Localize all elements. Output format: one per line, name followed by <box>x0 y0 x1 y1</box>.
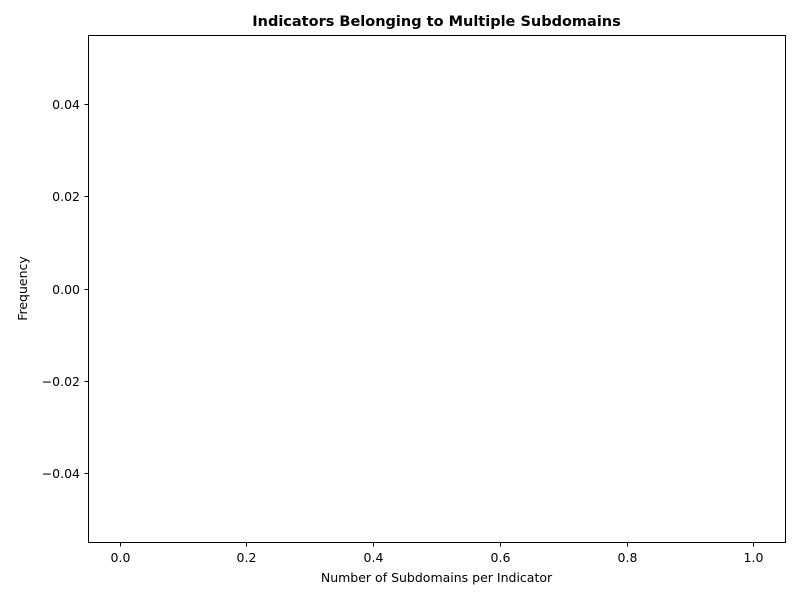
x-tick-label: 1.0 <box>744 550 764 565</box>
x-tick-label: 0.8 <box>618 550 638 565</box>
y-tick-label: 0.00 <box>52 282 80 297</box>
y-axis-label: Frequency <box>15 256 30 321</box>
x-tick-label: 0.0 <box>111 550 131 565</box>
y-tick-label: 0.02 <box>52 189 80 204</box>
y-tick-label: −0.02 <box>42 374 80 389</box>
y-tick-label: 0.04 <box>52 97 80 112</box>
chart-title: Indicators Belonging to Multiple Subdoma… <box>252 14 621 30</box>
x-tick-label: 0.4 <box>364 550 384 565</box>
x-tick-label: 0.6 <box>491 550 511 565</box>
plot-area <box>88 35 786 543</box>
y-axis: −0.04 −0.02 0.00 0.02 0.04 <box>42 97 89 481</box>
x-tick-label: 0.2 <box>237 550 257 565</box>
y-tick-label: −0.04 <box>42 466 80 481</box>
x-axis: 0.0 0.2 0.4 0.6 0.8 1.0 <box>111 542 764 565</box>
x-axis-label: Number of Subdomains per Indicator <box>321 570 553 585</box>
